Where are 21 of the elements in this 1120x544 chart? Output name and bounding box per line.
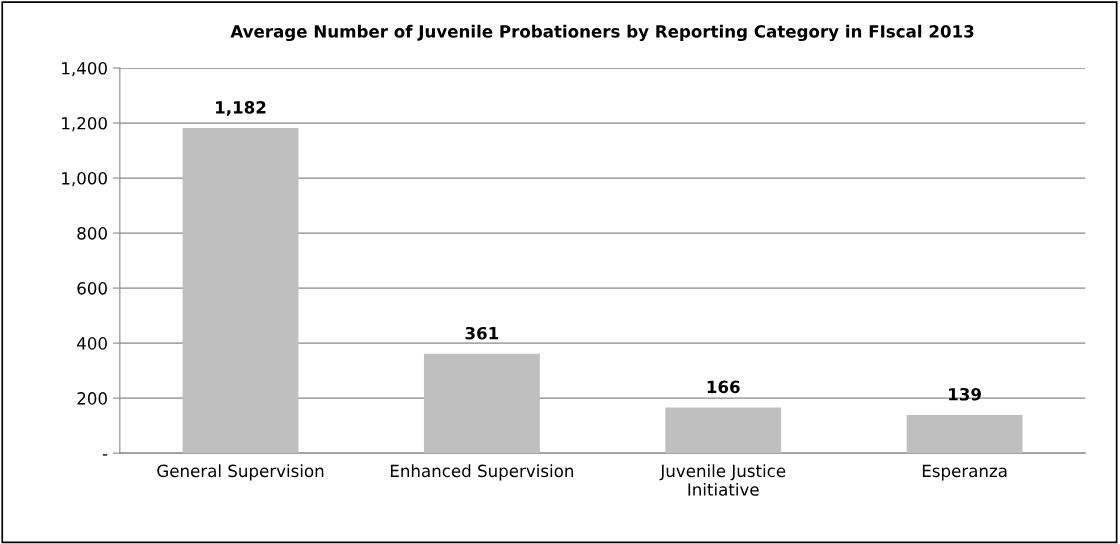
y-tick-label: 1,200 [62,116,107,132]
x-tick-label: Esperanza [922,464,1007,481]
x-tick-label: Enhanced Supervision [390,464,574,481]
y-tick-label: - [102,454,108,456]
y-tick-label: 400 [77,337,107,350]
y-tick-label: 200 [77,392,107,405]
data-label: 139 [949,387,981,401]
chart-title: Average Number of Juvenile Probationers by Reporting Category in FIscal 2013 [230,24,974,42]
y-tick-label: 600 [77,282,107,295]
y-tick-label: 800 [77,227,107,240]
bar [906,414,1023,454]
x-tick-label: General Supervision [157,464,324,481]
x-tick-label: Juvenile Justice Initiative [659,464,786,496]
data-label: 1,182 [216,101,266,116]
bar [665,407,782,454]
bar [182,127,299,454]
data-label: 361 [465,326,499,340]
y-tick-label: 1,000 [62,172,107,187]
y-tick-label: 1,400 [62,61,107,77]
data-label: 166 [707,380,740,394]
bar [423,353,540,454]
